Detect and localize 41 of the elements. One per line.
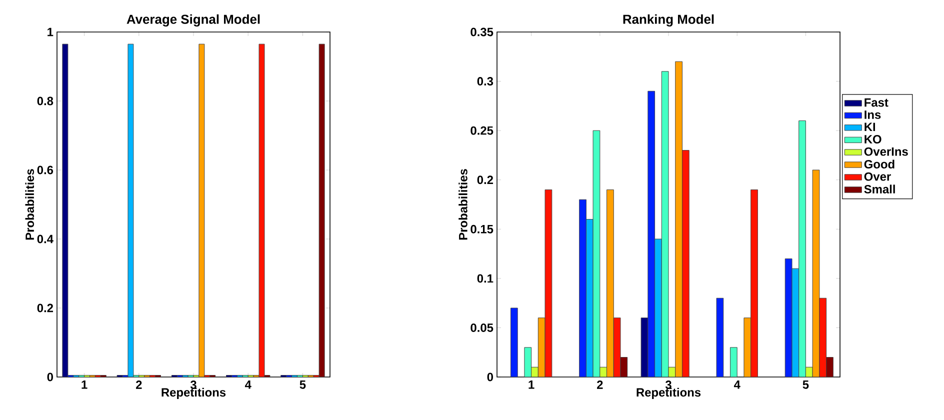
chart-title: Average Signal Model: [126, 14, 260, 27]
x-axis-title: Repetitions: [636, 388, 701, 399]
y-tick-label: 0.6: [37, 166, 54, 174]
x-tick-label: 1: [82, 380, 88, 389]
x-tick-label: 5: [300, 380, 306, 389]
bar: [716, 298, 724, 378]
y-tick-label: 0.05: [470, 323, 494, 332]
x-tick-label: 1: [528, 380, 534, 389]
y-tick-label: 0.3: [477, 77, 494, 86]
y-tick-label: 0.25: [470, 126, 494, 135]
bar: [730, 347, 738, 378]
y-tick-label: 0.15: [470, 224, 494, 234]
legend-label: Good: [864, 160, 894, 168]
chart-title: Ranking Model: [623, 14, 714, 27]
y-tick-label: 0: [487, 372, 493, 382]
y-tick-label: 0.4: [37, 234, 54, 244]
y-tick-label: 0.2: [37, 304, 54, 312]
y-axis-title: Probabilities: [25, 169, 34, 240]
x-tick-label: 4: [734, 380, 740, 389]
y-tick-label: 1: [48, 28, 54, 36]
y-axis-title: Probabilities: [458, 169, 468, 240]
legend-label: Ins: [864, 110, 881, 119]
x-tick-label: 2: [136, 380, 142, 389]
y-tick-label: 0: [47, 372, 53, 382]
x-axis-title: Repetitions: [162, 388, 226, 399]
y-tick-label: 0.2: [477, 176, 494, 184]
x-tick-label: 3: [665, 380, 672, 390]
legend-label: OverIns: [864, 147, 908, 156]
legend-label: Fast: [864, 98, 888, 107]
bar: [510, 308, 518, 378]
x-tick-label: 4: [244, 380, 252, 389]
legend-label: KI: [864, 122, 876, 132]
y-tick-label: 0.1: [477, 274, 494, 283]
legend-label: KO: [864, 135, 882, 144]
x-tick-label: 5: [802, 380, 809, 389]
y-tick-label: 0.35: [470, 28, 494, 36]
x-tick-label: 3: [190, 380, 196, 390]
x-tick-label: 2: [597, 380, 603, 389]
legend-label: Small: [864, 184, 895, 194]
y-tick-label: 0.8: [37, 96, 54, 106]
legend-label: Over: [864, 172, 891, 181]
